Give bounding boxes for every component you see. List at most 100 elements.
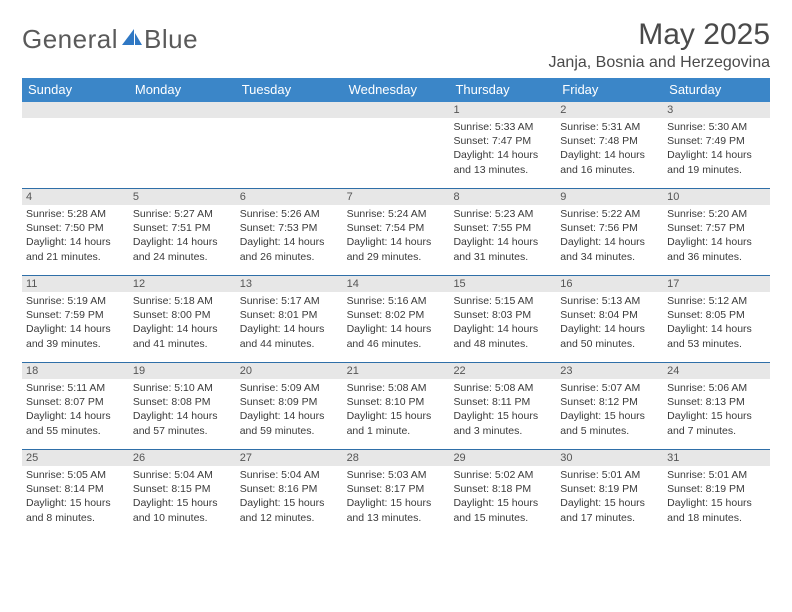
sunset-text: Sunset: 8:07 PM <box>26 395 125 409</box>
day-number: 30 <box>556 450 663 466</box>
sunrise-text: Sunrise: 5:27 AM <box>133 207 232 221</box>
sunset-text: Sunset: 7:55 PM <box>453 221 552 235</box>
daylight-text: Daylight: 14 hours <box>240 322 339 336</box>
day-cell: 8Sunrise: 5:23 AMSunset: 7:55 PMDaylight… <box>449 189 556 275</box>
sunrise-text: Sunrise: 5:11 AM <box>26 381 125 395</box>
daylight-text: and 36 minutes. <box>667 250 766 264</box>
daylight-text: and 10 minutes. <box>133 511 232 525</box>
day-cell-body: Sunrise: 5:04 AMSunset: 8:16 PMDaylight:… <box>236 466 343 529</box>
sunrise-text: Sunrise: 5:19 AM <box>26 294 125 308</box>
daylight-text: and 13 minutes. <box>347 511 446 525</box>
day-cell: 22Sunrise: 5:08 AMSunset: 8:11 PMDayligh… <box>449 363 556 449</box>
day-cell: 6Sunrise: 5:26 AMSunset: 7:53 PMDaylight… <box>236 189 343 275</box>
daylight-text: Daylight: 14 hours <box>133 235 232 249</box>
daylight-text: Daylight: 14 hours <box>560 235 659 249</box>
day-cell-body: Sunrise: 5:22 AMSunset: 7:56 PMDaylight:… <box>556 205 663 268</box>
sunrise-text: Sunrise: 5:08 AM <box>453 381 552 395</box>
daylight-text: and 26 minutes. <box>240 250 339 264</box>
sunset-text: Sunset: 8:13 PM <box>667 395 766 409</box>
week-row: 25Sunrise: 5:05 AMSunset: 8:14 PMDayligh… <box>22 449 770 536</box>
sunrise-text: Sunrise: 5:18 AM <box>133 294 232 308</box>
day-cell: 27Sunrise: 5:04 AMSunset: 8:16 PMDayligh… <box>236 450 343 536</box>
daylight-text: Daylight: 14 hours <box>240 409 339 423</box>
day-number: 26 <box>129 450 236 466</box>
day-number: 15 <box>449 276 556 292</box>
daylight-text: Daylight: 15 hours <box>453 409 552 423</box>
daylight-text: Daylight: 14 hours <box>560 322 659 336</box>
daylight-text: Daylight: 15 hours <box>26 496 125 510</box>
day-cell: 9Sunrise: 5:22 AMSunset: 7:56 PMDaylight… <box>556 189 663 275</box>
day-cell-empty <box>343 102 450 188</box>
day-cell: 16Sunrise: 5:13 AMSunset: 8:04 PMDayligh… <box>556 276 663 362</box>
month-title: May 2025 <box>549 18 770 52</box>
title-block: May 2025 Janja, Bosnia and Herzegovina <box>549 18 770 72</box>
sunrise-text: Sunrise: 5:09 AM <box>240 381 339 395</box>
day-cell: 19Sunrise: 5:10 AMSunset: 8:08 PMDayligh… <box>129 363 236 449</box>
daylight-text: and 3 minutes. <box>453 424 552 438</box>
day-number: 3 <box>663 102 770 118</box>
weekday-header-cell: Thursday <box>449 78 556 102</box>
weekday-header-cell: Wednesday <box>343 78 450 102</box>
day-number: 29 <box>449 450 556 466</box>
day-number: 1 <box>449 102 556 118</box>
week-row: 18Sunrise: 5:11 AMSunset: 8:07 PMDayligh… <box>22 362 770 449</box>
calendar-page: General Blue May 2025 Janja, Bosnia and … <box>0 0 792 536</box>
sunrise-text: Sunrise: 5:17 AM <box>240 294 339 308</box>
day-cell: 15Sunrise: 5:15 AMSunset: 8:03 PMDayligh… <box>449 276 556 362</box>
day-cell-body: Sunrise: 5:01 AMSunset: 8:19 PMDaylight:… <box>663 466 770 529</box>
sunset-text: Sunset: 7:53 PM <box>240 221 339 235</box>
day-number: 6 <box>236 189 343 205</box>
daylight-text: Daylight: 15 hours <box>347 409 446 423</box>
weekday-header-cell: Saturday <box>663 78 770 102</box>
day-number: 9 <box>556 189 663 205</box>
day-cell-body: Sunrise: 5:06 AMSunset: 8:13 PMDaylight:… <box>663 379 770 442</box>
sunset-text: Sunset: 8:04 PM <box>560 308 659 322</box>
daylight-text: Daylight: 14 hours <box>667 235 766 249</box>
day-cell-body: Sunrise: 5:28 AMSunset: 7:50 PMDaylight:… <box>22 205 129 268</box>
day-cell: 2Sunrise: 5:31 AMSunset: 7:48 PMDaylight… <box>556 102 663 188</box>
sunset-text: Sunset: 7:51 PM <box>133 221 232 235</box>
day-cell: 12Sunrise: 5:18 AMSunset: 8:00 PMDayligh… <box>129 276 236 362</box>
daylight-text: Daylight: 15 hours <box>240 496 339 510</box>
day-cell: 3Sunrise: 5:30 AMSunset: 7:49 PMDaylight… <box>663 102 770 188</box>
day-cell: 20Sunrise: 5:09 AMSunset: 8:09 PMDayligh… <box>236 363 343 449</box>
daylight-text: and 41 minutes. <box>133 337 232 351</box>
day-cell-body: Sunrise: 5:15 AMSunset: 8:03 PMDaylight:… <box>449 292 556 355</box>
daylight-text: and 46 minutes. <box>347 337 446 351</box>
daylight-text: and 7 minutes. <box>667 424 766 438</box>
day-number: 17 <box>663 276 770 292</box>
day-number: 7 <box>343 189 450 205</box>
weeks-container: 1Sunrise: 5:33 AMSunset: 7:47 PMDaylight… <box>22 102 770 536</box>
sunrise-text: Sunrise: 5:08 AM <box>347 381 446 395</box>
day-number: 21 <box>343 363 450 379</box>
day-cell-body: Sunrise: 5:01 AMSunset: 8:19 PMDaylight:… <box>556 466 663 529</box>
day-cell-body: Sunrise: 5:09 AMSunset: 8:09 PMDaylight:… <box>236 379 343 442</box>
daylight-text: and 1 minute. <box>347 424 446 438</box>
sunrise-text: Sunrise: 5:12 AM <box>667 294 766 308</box>
day-cell-empty <box>129 102 236 188</box>
day-cell: 24Sunrise: 5:06 AMSunset: 8:13 PMDayligh… <box>663 363 770 449</box>
daylight-text: Daylight: 14 hours <box>133 322 232 336</box>
daylight-text: Daylight: 15 hours <box>347 496 446 510</box>
day-cell: 4Sunrise: 5:28 AMSunset: 7:50 PMDaylight… <box>22 189 129 275</box>
day-cell-body: Sunrise: 5:33 AMSunset: 7:47 PMDaylight:… <box>449 118 556 181</box>
daylight-text: and 44 minutes. <box>240 337 339 351</box>
sunset-text: Sunset: 8:14 PM <box>26 482 125 496</box>
day-cell-body: Sunrise: 5:12 AMSunset: 8:05 PMDaylight:… <box>663 292 770 355</box>
sunset-text: Sunset: 7:50 PM <box>26 221 125 235</box>
weekday-header-cell: Monday <box>129 78 236 102</box>
sunrise-text: Sunrise: 5:03 AM <box>347 468 446 482</box>
day-number: 19 <box>129 363 236 379</box>
day-number: 11 <box>22 276 129 292</box>
daylight-text: and 21 minutes. <box>26 250 125 264</box>
daylight-text: and 34 minutes. <box>560 250 659 264</box>
daylight-text: and 48 minutes. <box>453 337 552 351</box>
day-cell: 26Sunrise: 5:04 AMSunset: 8:15 PMDayligh… <box>129 450 236 536</box>
daylight-text: Daylight: 14 hours <box>347 235 446 249</box>
day-cell-body: Sunrise: 5:03 AMSunset: 8:17 PMDaylight:… <box>343 466 450 529</box>
sunrise-text: Sunrise: 5:05 AM <box>26 468 125 482</box>
daylight-text: Daylight: 14 hours <box>26 322 125 336</box>
daylight-text: and 16 minutes. <box>560 163 659 177</box>
day-cell-body: Sunrise: 5:04 AMSunset: 8:15 PMDaylight:… <box>129 466 236 529</box>
day-cell-body: Sunrise: 5:13 AMSunset: 8:04 PMDaylight:… <box>556 292 663 355</box>
